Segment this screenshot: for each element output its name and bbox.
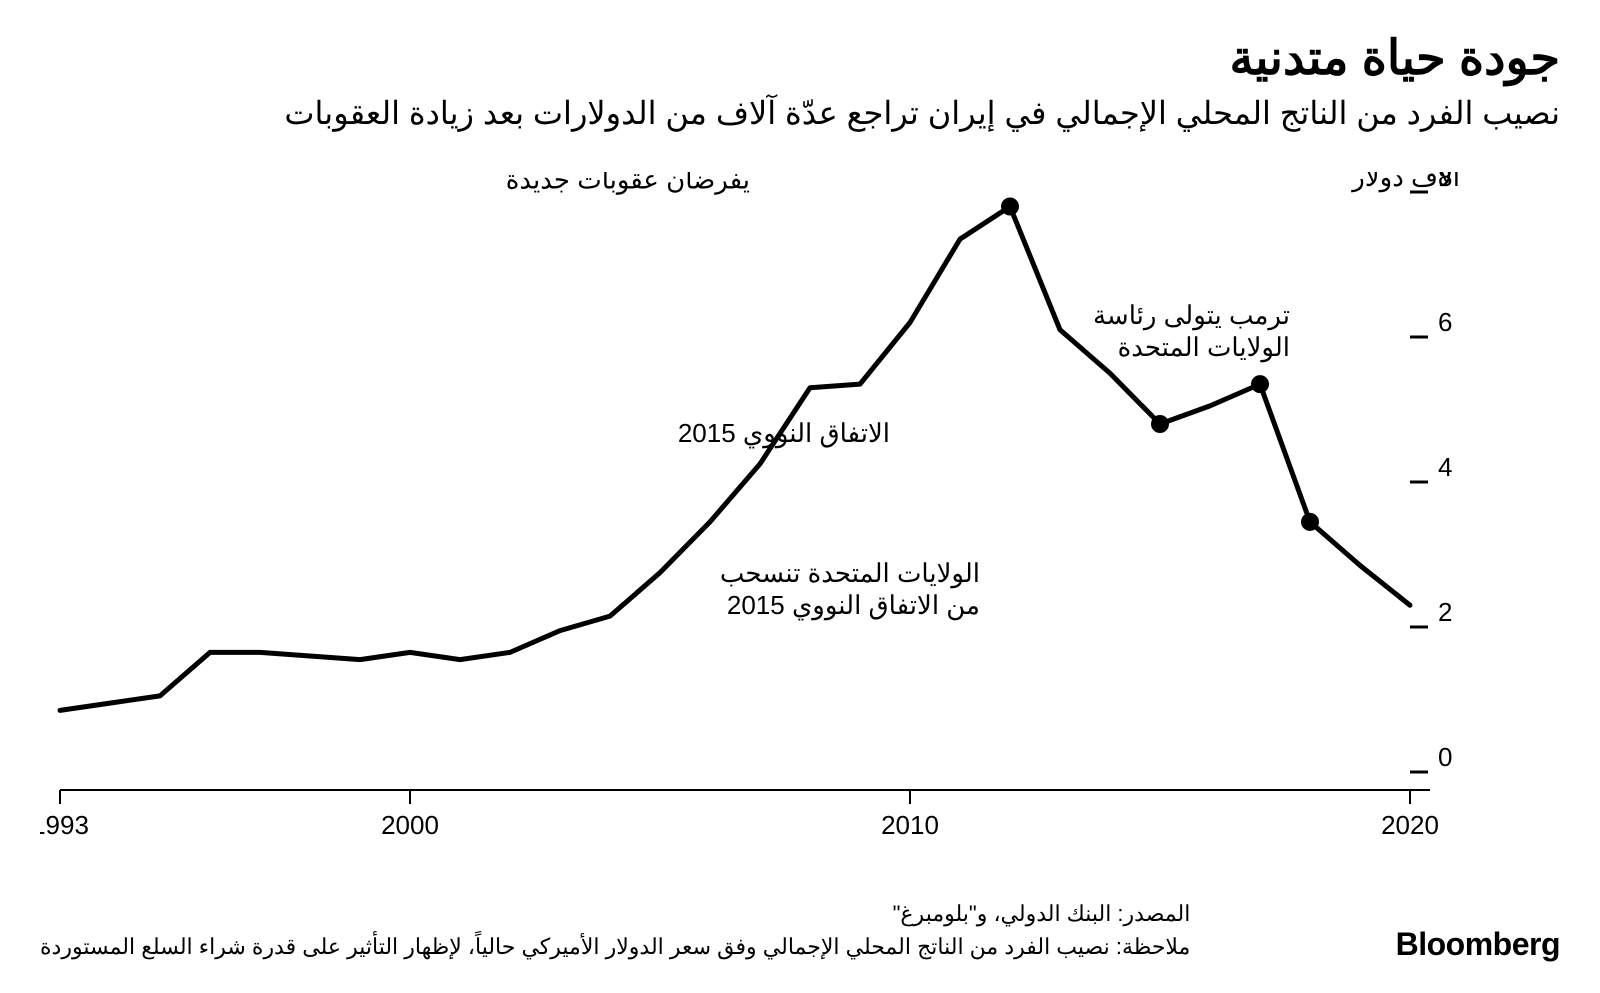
source-text: المصدر: البنك الدولي، و"بلومبرغ" [40, 897, 1190, 930]
chart-footer: Bloomberg المصدر: البنك الدولي، و"بلومبر… [40, 897, 1560, 963]
svg-text:يفرضان عقوبات جديدة: يفرضان عقوبات جديدة [506, 172, 750, 196]
svg-text:الولايات المتحدة تنسحب: الولايات المتحدة تنسحب [720, 558, 980, 589]
svg-text:الولايات المتحدة: الولايات المتحدة [1118, 332, 1290, 363]
svg-text:2: 2 [1438, 597, 1452, 627]
svg-text:0: 0 [1438, 742, 1452, 772]
chart-title: جودة حياة متدنية [40, 30, 1560, 86]
footer-text: المصدر: البنك الدولي، و"بلومبرغ" ملاحظة:… [40, 897, 1190, 963]
svg-text:من الاتفاق النووي 2015: من الاتفاق النووي 2015 [727, 590, 980, 621]
note-text: ملاحظة: نصيب الفرد من الناتج المحلي الإج… [40, 930, 1190, 963]
line-chart: 02468آلاف دولار1993200020102020أميركا وا… [40, 172, 1560, 852]
svg-text:آلاف دولار: آلاف دولار [1350, 172, 1462, 193]
svg-text:4: 4 [1438, 452, 1452, 482]
svg-text:1993: 1993 [40, 810, 89, 840]
svg-text:الاتفاق النووي 2015: الاتفاق النووي 2015 [678, 418, 890, 449]
svg-text:6: 6 [1438, 307, 1452, 337]
chart-container: 02468آلاف دولار1993200020102020أميركا وا… [40, 172, 1560, 852]
chart-subtitle: نصيب الفرد من الناتج المحلي الإجمالي في … [40, 94, 1560, 132]
svg-text:2020: 2020 [1381, 810, 1439, 840]
svg-text:ترمب يتولى رئاسة: ترمب يتولى رئاسة [1093, 300, 1290, 331]
svg-text:2000: 2000 [381, 810, 439, 840]
bloomberg-logo: Bloomberg [1396, 926, 1560, 963]
svg-text:2010: 2010 [881, 810, 939, 840]
